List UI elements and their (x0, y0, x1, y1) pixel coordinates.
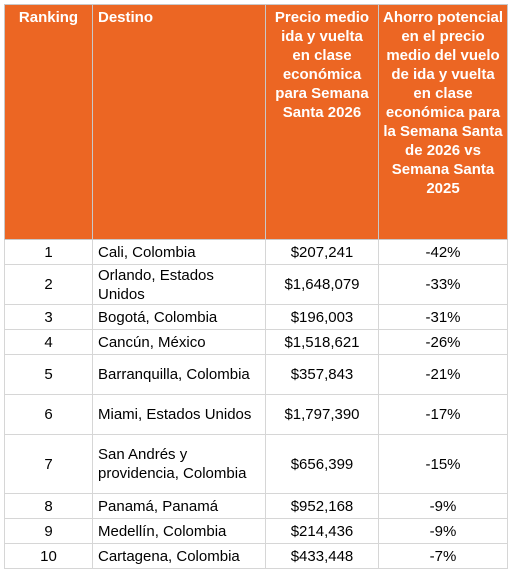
cell-destination: Cartagena, Colombia (92, 543, 266, 569)
header-destination: Destino (92, 4, 266, 240)
table-row: 10 Cartagena, Colombia $433,448 -7% (4, 543, 508, 569)
cell-destination: Cancún, México (92, 329, 266, 355)
cell-price: $207,241 (265, 239, 379, 265)
cell-price: $357,843 (265, 354, 379, 395)
cell-savings: -26% (378, 329, 508, 355)
cell-rank: 1 (4, 239, 93, 265)
cell-rank: 3 (4, 304, 93, 330)
table-row: 8 Panamá, Panamá $952,168 -9% (4, 493, 508, 519)
cell-savings: -42% (378, 239, 508, 265)
cell-price: $1,518,621 (265, 329, 379, 355)
cell-destination: Panamá, Panamá (92, 493, 266, 519)
cell-price: $1,797,390 (265, 394, 379, 435)
table-row: 7 San Andrés y providencia, Colombia $65… (4, 434, 508, 494)
cell-price: $214,436 (265, 518, 379, 544)
table-row: 2 Orlando, Estados Unidos $1,648,079 -33… (4, 264, 508, 305)
cell-price: $433,448 (265, 543, 379, 569)
cell-price: $952,168 (265, 493, 379, 519)
cell-rank: 4 (4, 329, 93, 355)
header-savings: Ahorro potencial en el precio medio del … (378, 4, 508, 240)
cell-price: $656,399 (265, 434, 379, 494)
cell-destination: San Andrés y providencia, Colombia (92, 434, 266, 494)
cell-savings: -17% (378, 394, 508, 435)
table-row: 4 Cancún, México $1,518,621 -26% (4, 329, 508, 355)
cell-destination: Miami, Estados Unidos (92, 394, 266, 435)
table-row: 3 Bogotá, Colombia $196,003 -31% (4, 304, 508, 330)
cell-rank: 5 (4, 354, 93, 395)
cell-rank: 2 (4, 264, 93, 305)
cell-savings: -31% (378, 304, 508, 330)
cell-savings: -7% (378, 543, 508, 569)
table-row: 9 Medellín, Colombia $214,436 -9% (4, 518, 508, 544)
cell-destination: Bogotá, Colombia (92, 304, 266, 330)
table-row: 5 Barranquilla, Colombia $357,843 -21% (4, 354, 508, 395)
header-price: Precio medio ida y vuelta en clase econó… (265, 4, 379, 240)
cell-price: $196,003 (265, 304, 379, 330)
cell-savings: -33% (378, 264, 508, 305)
cell-savings: -21% (378, 354, 508, 395)
table-row: 1 Cali, Colombia $207,241 -42% (4, 239, 508, 265)
header-ranking: Ranking (4, 4, 93, 240)
cell-rank: 10 (4, 543, 93, 569)
cell-savings: -9% (378, 518, 508, 544)
header-row: Ranking Destino Precio medio ida y vuelt… (4, 4, 508, 240)
table-row: 6 Miami, Estados Unidos $1,797,390 -17% (4, 394, 508, 435)
cell-savings: -15% (378, 434, 508, 494)
cell-rank: 7 (4, 434, 93, 494)
cell-rank: 9 (4, 518, 93, 544)
cell-savings: -9% (378, 493, 508, 519)
table-body: 1 Cali, Colombia $207,241 -42% 2 Orlando… (4, 239, 508, 569)
cell-rank: 6 (4, 394, 93, 435)
cell-rank: 8 (4, 493, 93, 519)
cell-destination: Cali, Colombia (92, 239, 266, 265)
ranking-table: Ranking Destino Precio medio ida y vuelt… (4, 4, 508, 569)
cell-destination: Barranquilla, Colombia (92, 354, 266, 395)
table-header: Ranking Destino Precio medio ida y vuelt… (4, 4, 508, 240)
cell-destination: Orlando, Estados Unidos (92, 264, 266, 305)
cell-price: $1,648,079 (265, 264, 379, 305)
cell-destination: Medellín, Colombia (92, 518, 266, 544)
